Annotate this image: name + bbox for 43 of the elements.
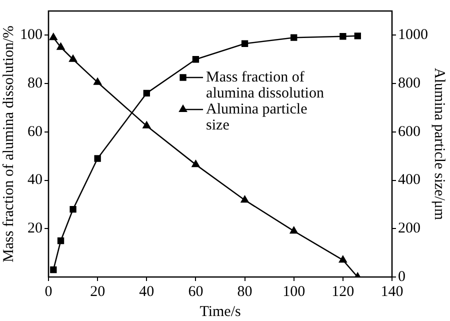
- point: [69, 54, 77, 62]
- point: [340, 33, 346, 40]
- y-tick-label: 60: [28, 124, 42, 140]
- y2-tick-label: 800: [398, 75, 420, 92]
- y-tick-label: 100: [20, 27, 42, 44]
- point: [56, 42, 65, 50]
- y2-tick-label: 200: [398, 220, 420, 237]
- x-tick-label: 80: [237, 284, 252, 300]
- point: [192, 56, 200, 63]
- y-tick-label: 80: [28, 75, 42, 92]
- x-axis-title: Time/s: [200, 304, 241, 320]
- point: [49, 33, 58, 40]
- y-tick-label: 40: [28, 172, 42, 188]
- y-axis-title: Mass fraction of alumina dissolution/%: [0, 26, 17, 262]
- point: [192, 160, 200, 168]
- point: [50, 266, 57, 274]
- x-tick-label: 60: [188, 284, 204, 300]
- point: [241, 40, 248, 47]
- x-tick-label: 0: [44, 284, 52, 300]
- legend-label: Alumina particle size: [206, 101, 308, 134]
- x-tick-label: 40: [139, 284, 154, 300]
- x-tick-label: 20: [90, 284, 106, 300]
- point: [142, 121, 151, 128]
- point: [290, 34, 298, 41]
- y2-tick-label: 600: [398, 124, 420, 140]
- point: [94, 78, 102, 85]
- point: [57, 237, 64, 244]
- y-tick-label: 20: [28, 220, 42, 237]
- point: [70, 206, 76, 213]
- x-tick-label: 100: [282, 284, 306, 300]
- x-tick-label: 140: [380, 284, 404, 300]
- point: [240, 196, 249, 203]
- x-tick-label: 120: [332, 284, 354, 300]
- y2-tick-label: 400: [398, 172, 420, 188]
- point: [290, 226, 298, 234]
- point: [94, 155, 101, 162]
- point: [354, 32, 361, 40]
- point: [338, 256, 347, 263]
- point: [143, 90, 150, 97]
- y2-axis-title: Alumina particle size/μm: [431, 68, 448, 220]
- legend-label: Mass fraction of alumina dissolution: [206, 69, 324, 102]
- y2-tick-label: 0: [398, 268, 406, 285]
- y2-tick-label: 1000: [398, 27, 428, 44]
